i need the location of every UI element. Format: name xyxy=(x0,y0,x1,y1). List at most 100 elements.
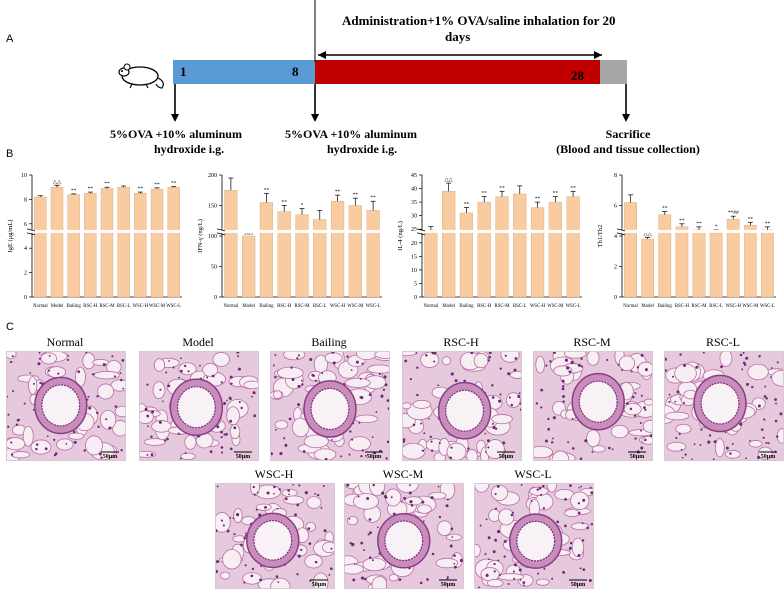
bar-bailing xyxy=(658,214,672,298)
histology-label: WSC-H xyxy=(254,467,294,481)
significance-mark: ** xyxy=(154,182,160,188)
mouse-icon xyxy=(118,63,164,89)
x-tick-label: Bailing xyxy=(459,304,474,309)
histology-label: RSC-H xyxy=(443,335,479,349)
event2-label: 5%OVA +10% aluminum hydroxide i.g. xyxy=(285,127,417,157)
significance-mark: ** xyxy=(570,185,576,191)
panel-a-letter: A xyxy=(6,33,14,45)
significance-mark: ** xyxy=(662,206,668,212)
bar-rsc-m xyxy=(295,214,309,298)
significance-mark: ** xyxy=(353,192,359,198)
event2-line2: hydroxide i.g. xyxy=(327,142,398,156)
bar-normal xyxy=(624,202,637,298)
significance-mark: ** xyxy=(370,195,376,201)
significance-mark: * xyxy=(301,203,304,209)
scale-bar-label: 50μm xyxy=(630,454,644,460)
axis-break-mark xyxy=(416,228,426,232)
significance-mark: ** xyxy=(499,185,505,191)
y-tick-label: 0 xyxy=(214,295,217,301)
significance-mark: ** xyxy=(104,181,110,187)
y-tick-label: 8 xyxy=(24,197,27,203)
bar-model xyxy=(641,238,655,298)
bar-wsc-m xyxy=(548,201,562,298)
administration-span-arrow xyxy=(314,0,602,62)
x-tick-label: WSC-H xyxy=(725,304,741,309)
timeline-end-bar xyxy=(600,60,627,84)
y-tick-label: 4 xyxy=(24,246,27,252)
significance-mark: ** xyxy=(88,186,94,192)
y-tick-label: 2 xyxy=(24,271,27,277)
histology-image: 50μm xyxy=(533,351,653,461)
x-tick-label: RSC-M xyxy=(100,304,116,309)
timeline-day-28: 28 xyxy=(571,68,584,83)
bar-model xyxy=(242,235,256,298)
x-tick-label: WSC-M xyxy=(149,304,166,309)
y-tick-label: 4 xyxy=(614,234,617,240)
y-tick-label: 45 xyxy=(411,173,417,179)
bar-wsc-l xyxy=(566,196,580,298)
x-tick-label: WSC-L xyxy=(566,304,581,309)
significance-mark: △△ xyxy=(444,177,453,183)
bar-wsc-m xyxy=(150,188,164,298)
x-tick-label: Normal xyxy=(33,304,48,309)
bar-wsc-l xyxy=(167,187,180,298)
event1-line1: 5%OVA +10% aluminum xyxy=(110,127,242,141)
timeline-day-8: 8 xyxy=(292,64,299,79)
histology-image: 50μm xyxy=(664,351,784,461)
bar-rsc-h xyxy=(277,211,291,298)
y-axis-label: Th1/Th2 xyxy=(597,225,604,248)
bar-rsc-h xyxy=(477,201,491,298)
y-tick-label: 30 xyxy=(411,214,417,220)
bar-wsc-h xyxy=(726,219,740,298)
x-tick-label: RSC-M xyxy=(295,304,311,309)
significance-mark: ** xyxy=(138,186,144,192)
x-tick-label: Model xyxy=(51,304,64,309)
bar-wsc-m xyxy=(743,225,757,298)
bar-rsc-h xyxy=(84,193,97,298)
x-tick-label: Bailing xyxy=(259,304,274,309)
x-tick-label: WSC-H xyxy=(133,304,149,309)
event1-line2: hydroxide i.g. xyxy=(154,142,225,156)
y-tick-label: 6 xyxy=(24,222,27,228)
x-tick-label: WSC-H xyxy=(530,304,546,309)
x-tick-label: RSC-H xyxy=(477,304,492,309)
significance-mark: ** xyxy=(264,187,270,193)
significance-mark: ** xyxy=(765,221,771,227)
chart-il4: IL-4 (ng/L) 0 5 10 15 20 25 30 35 40 45 Normal △△ Mod… xyxy=(397,173,584,309)
panel-c-letter: C xyxy=(6,321,14,333)
y-tick-label: 10 xyxy=(21,173,27,179)
significance-mark: **## xyxy=(728,210,739,216)
axis-break-mark xyxy=(216,228,226,232)
event-arrows xyxy=(171,84,630,122)
y-tick-label: 0 xyxy=(414,295,417,301)
bar-wsc-l xyxy=(761,229,774,298)
y-tick-label: 200 xyxy=(208,173,217,179)
histology-image: 50μm xyxy=(6,351,126,461)
histology-image: 50μm xyxy=(474,483,594,589)
x-tick-label: RSC-L xyxy=(709,304,723,309)
y-tick-label: 50 xyxy=(211,265,217,271)
histology-label: WSC-L xyxy=(514,467,552,481)
y-tick-label: 15 xyxy=(411,254,417,260)
histology-image: 50μm xyxy=(402,351,522,461)
x-tick-label: Model xyxy=(242,304,255,309)
y-tick-label: 100 xyxy=(208,234,217,240)
y-tick-label: 0 xyxy=(24,295,27,301)
significance-mark: ** xyxy=(335,189,341,195)
y-tick-label: 35 xyxy=(411,200,417,206)
y-axis-label: IL-4 (ng/L) xyxy=(397,221,404,251)
chart-ifn-gamma: IFN-γ (ng/L) 0 50 100 150 200 Normal △△ Model ** B… xyxy=(197,173,384,309)
significance-mark: ** xyxy=(281,200,287,206)
scale-bar-label: 50μm xyxy=(367,454,381,460)
event2-line1: 5%OVA +10% aluminum xyxy=(285,127,417,141)
histology-label: Normal xyxy=(46,335,84,349)
significance-mark: △△ xyxy=(643,232,652,238)
bar-rsc-l xyxy=(709,232,723,298)
significance-mark: △△ xyxy=(53,179,62,185)
x-tick-label: Normal xyxy=(424,304,439,309)
bar-wsc-h xyxy=(330,201,345,298)
bar-rsc-l xyxy=(513,193,527,298)
x-tick-label: WSC-L xyxy=(760,304,775,309)
x-tick-label: WSC-H xyxy=(330,304,346,309)
timeline-induction-bar xyxy=(173,60,315,84)
